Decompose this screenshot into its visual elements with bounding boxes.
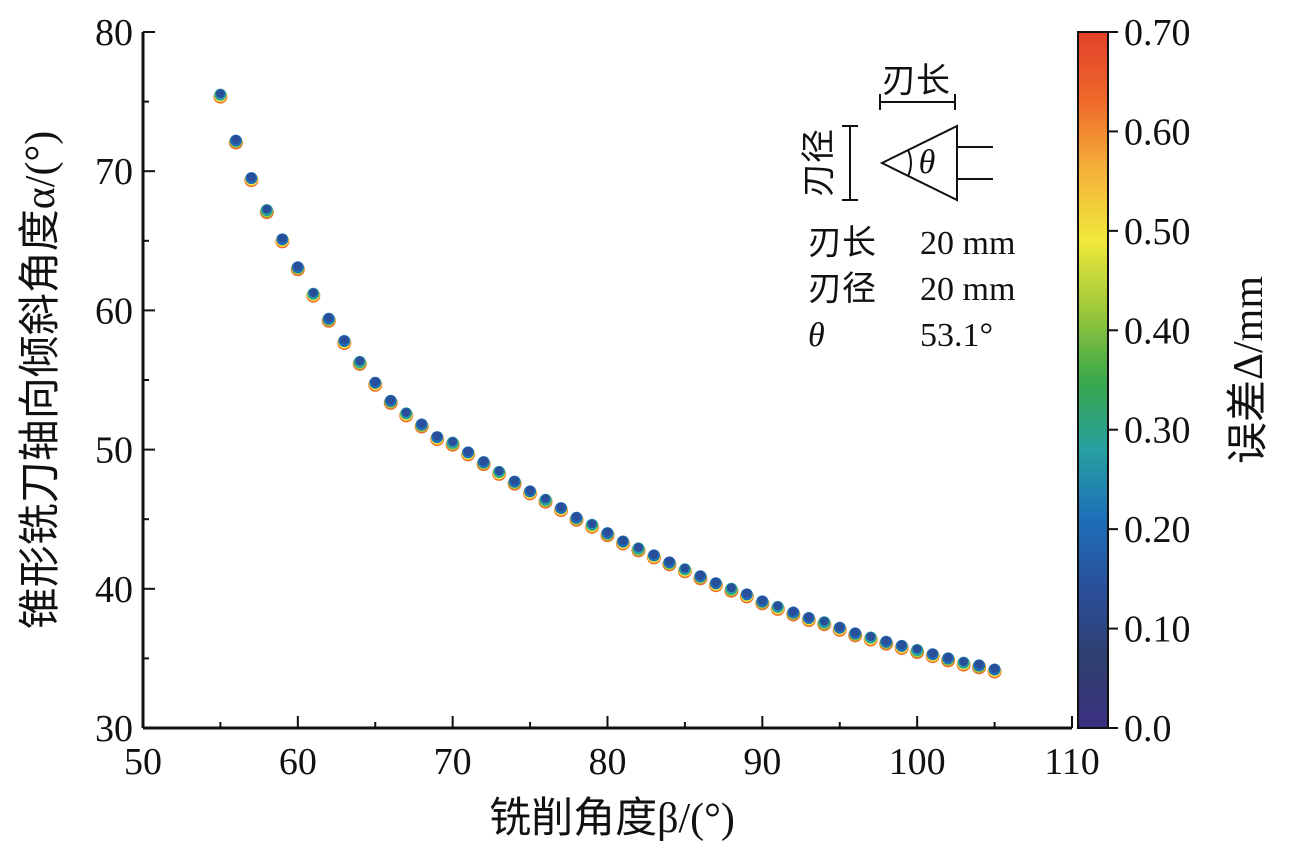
point-core-0 [215, 89, 225, 99]
param-value-2: 53.1° [920, 317, 993, 354]
point-core-30 [680, 563, 690, 573]
colorbar-ticks: 0.0 0.10 0.20 0.30 0.40 0.50 0.60 0.70 [1108, 12, 1191, 750]
x-axis-title: 铣削角度β/(°) [489, 796, 735, 842]
y-tick-label-4: 70 [95, 151, 133, 193]
param-value-0: 20 mm [920, 225, 1015, 262]
point-core-11 [386, 395, 396, 405]
point-core-43 [881, 636, 891, 646]
colorbar-title: 误差Δ/mm [1226, 276, 1272, 464]
point-core-27 [633, 542, 643, 552]
point-core-2 [246, 172, 256, 182]
point-core-14 [432, 431, 442, 441]
point-core-6 [308, 288, 318, 298]
x-tick-label-1: 60 [279, 741, 317, 783]
point-core-5 [293, 261, 303, 271]
x-tick-label-5: 100 [889, 741, 946, 783]
diagram-label-angle: θ [919, 144, 936, 181]
point-core-41 [850, 627, 860, 637]
y-tick-label-0: 30 [95, 708, 133, 750]
point-core-13 [417, 419, 427, 429]
point-core-34 [742, 588, 752, 598]
point-core-4 [277, 233, 287, 243]
parameter-table: 刃长 20 mm 刃径 20 mm θ 53.1° [808, 225, 1015, 354]
param-name-2: θ [808, 317, 825, 354]
x-axis-ticks: 50 60 70 80 90 100 110 [124, 716, 1100, 783]
point-core-32 [711, 577, 721, 587]
point-core-45 [912, 644, 922, 654]
x-tick-label-3: 80 [589, 741, 627, 783]
x-tick-label-6: 110 [1044, 741, 1100, 783]
point-core-42 [866, 632, 876, 642]
point-core-38 [804, 612, 814, 622]
point-core-16 [463, 446, 473, 456]
param-name-0: 刃长 [808, 225, 876, 262]
point-core-22 [556, 502, 566, 512]
point-core-48 [959, 657, 969, 667]
point-core-24 [587, 519, 597, 529]
point-core-15 [448, 437, 458, 447]
point-core-21 [541, 494, 551, 504]
colorbar-tick-label-7: 0.70 [1124, 12, 1191, 54]
x-tick-label-4: 90 [743, 741, 781, 783]
x-tick-label-0: 50 [124, 741, 162, 783]
point-core-46 [928, 648, 938, 658]
point-core-10 [370, 377, 380, 387]
y-tick-label-2: 50 [95, 430, 133, 472]
cone-triangle [879, 124, 958, 202]
scatter-points [213, 88, 1002, 679]
colorbar-tick-label-4: 0.40 [1124, 310, 1191, 352]
point-core-18 [494, 466, 504, 476]
point-core-26 [618, 535, 628, 545]
colorbar [1077, 31, 1109, 729]
point-core-47 [943, 652, 953, 662]
y-tick-label-3: 60 [95, 290, 133, 332]
point-core-44 [897, 640, 907, 650]
param-value-1: 20 mm [920, 271, 1015, 308]
point-core-40 [835, 622, 845, 632]
point-core-23 [572, 512, 582, 522]
y-axis-title: 锥形铣刀轴向倾斜角度α/(°) [18, 131, 64, 629]
angle-arc [907, 149, 912, 177]
point-core-19 [510, 476, 520, 486]
diagram-label-edge-diameter: 刃径 [800, 129, 838, 197]
point-core-1 [231, 135, 241, 145]
point-core-8 [339, 335, 349, 345]
point-core-35 [757, 595, 767, 605]
y-tick-label-5: 80 [95, 12, 133, 54]
point-core-25 [603, 527, 612, 537]
colorbar-tick-label-0: 0.0 [1124, 708, 1172, 750]
point-core-39 [819, 616, 829, 626]
point-core-33 [726, 583, 736, 593]
colorbar-tick-label-6: 0.60 [1124, 111, 1191, 153]
point-core-9 [355, 356, 365, 366]
point-core-37 [788, 606, 798, 616]
point-core-20 [525, 485, 535, 495]
colorbar-tick-label-1: 0.10 [1124, 609, 1191, 651]
point-core-36 [773, 601, 783, 611]
point-core-29 [664, 556, 674, 566]
colorbar-tick-label-2: 0.20 [1124, 509, 1191, 551]
point-core-28 [649, 549, 659, 559]
y-tick-label-1: 40 [95, 569, 133, 611]
colorbar-tick-label-5: 0.50 [1124, 211, 1191, 253]
point-core-7 [324, 313, 334, 323]
point-core-12 [401, 407, 411, 417]
point-core-49 [974, 659, 984, 669]
y-axis-ticks: 30 40 50 60 70 80 [95, 12, 155, 750]
point-core-3 [262, 204, 272, 214]
point-core-17 [479, 456, 489, 466]
cutter-diagram: 刃长 刃径 θ [800, 63, 993, 202]
x-tick-label-2: 70 [434, 741, 472, 783]
point-core-31 [695, 570, 705, 580]
diagram-label-edge-length: 刃长 [882, 63, 950, 100]
param-name-1: 刃径 [808, 270, 876, 308]
point-core-50 [990, 664, 1000, 674]
colorbar-tick-label-3: 0.30 [1124, 410, 1191, 452]
